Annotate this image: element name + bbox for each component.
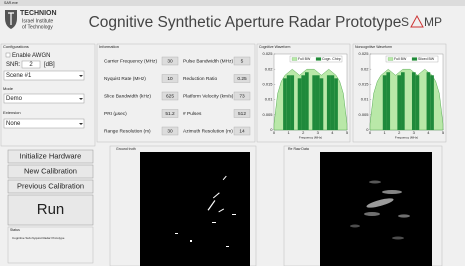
snr-unit: [dB] [44, 62, 55, 68]
band-bar [383, 75, 387, 130]
dropdown-value[interactable]: None [6, 121, 21, 127]
band-bar [331, 75, 335, 130]
button-label[interactable]: Run [37, 201, 65, 218]
band-bar [287, 75, 291, 130]
field-label: Range Resolution (m) [104, 128, 151, 134]
y-tick-label: 0.025 [358, 51, 369, 56]
button-label[interactable]: Initialize Hardware [20, 151, 82, 160]
y-tick-label: 0.01 [361, 97, 370, 102]
window-title: SAR.exe [4, 1, 18, 5]
band-bar [327, 75, 331, 130]
image-label: Re Raw Data [288, 147, 309, 151]
samp-logo: S [401, 15, 409, 29]
field-label: Slice Bandwidth (kHz) [104, 93, 151, 99]
dropdown-value[interactable]: Demo [6, 96, 23, 102]
band-bar [386, 72, 390, 130]
app-window: SAR.exe TECHNION Israel Institute of Tec… [0, 0, 465, 266]
band-bar [316, 75, 320, 130]
awgn-checkbox[interactable] [6, 53, 10, 57]
band-bar [430, 75, 434, 130]
field-value: 14 [239, 128, 245, 134]
field-value: 30 [167, 128, 173, 134]
logo-name: TECHNION [20, 10, 57, 17]
dropdown-value[interactable]: Scene #1 [6, 73, 32, 79]
checkbox-label[interactable]: Enable AWGN [12, 53, 50, 59]
field-label: Carrier Frequency (MHz) [104, 58, 157, 64]
field-label: Reduction Ratio [183, 76, 217, 82]
x-axis-label: Frequency (MHz) [395, 135, 418, 139]
band-bar [427, 72, 431, 130]
field-value: 73 [239, 93, 245, 99]
field-value: 5 [241, 58, 244, 64]
field-value: 512 [238, 111, 246, 117]
group-label: Extension [3, 110, 21, 115]
field-label: PRI (µsec) [104, 111, 127, 117]
band-bar [412, 72, 416, 130]
legend-swatch [316, 58, 321, 61]
status-panel [8, 227, 93, 263]
field-label: Platform Velocity (km/s) [183, 93, 234, 99]
group-label: Mode [3, 86, 14, 91]
band-bar [305, 72, 309, 130]
chart-title: Cognitive Waveform [259, 45, 290, 49]
field-value: 0.25 [237, 76, 247, 82]
y-tick-label: 0.02 [265, 66, 274, 71]
y-tick-label: 0.015 [262, 81, 273, 86]
band-bar [290, 75, 294, 130]
button-label[interactable]: New Calibration [24, 166, 77, 175]
field-label: Azimuth Resolution (m) [183, 128, 233, 134]
band-bar [401, 72, 405, 130]
y-tick-label: 0.01 [265, 97, 274, 102]
legend-swatch [388, 58, 393, 61]
band-bar [312, 75, 316, 130]
group-label: Configurations [3, 44, 29, 49]
legend-swatch [412, 58, 417, 61]
band-bar [283, 78, 287, 130]
legend-label: Full BW [394, 57, 407, 61]
field-label: # Pulses [183, 111, 202, 117]
legend-label: Sliced BW [418, 57, 435, 61]
band-bar [301, 75, 305, 130]
logo-line: of Technology [22, 24, 53, 30]
status-text: Cognitive Sub-Nyquist Radar Prototype [12, 236, 65, 240]
ground-truth-image [140, 152, 250, 266]
status-label: Status [10, 228, 20, 232]
chart-title: Noncognitive Waveform [355, 45, 392, 49]
y-tick-label: 0.02 [361, 66, 370, 71]
field-value: 625 [166, 93, 174, 99]
snr-label: SNR: [6, 62, 21, 68]
field-value: 51.2 [165, 111, 175, 117]
app-title: Cognitive Synthetic Aperture Radar Proto… [89, 14, 402, 31]
raw-data-image [320, 152, 432, 266]
page: SAR.exe TECHNION Israel Institute of Tec… [0, 0, 465, 266]
field-value: 10 [167, 76, 173, 82]
band-bar [397, 75, 401, 130]
title-bar [0, 0, 465, 6]
field-label: Nyquist Rate (MHz) [104, 76, 146, 82]
band-bar [298, 78, 302, 130]
x-axis-label: Frequency (MHz) [299, 135, 322, 139]
band-bar [416, 75, 420, 130]
y-tick-label: 0.015 [358, 81, 369, 86]
samp-logo: MP [424, 15, 442, 29]
group-label: Information [99, 44, 119, 49]
y-tick-label: 0.005 [262, 112, 273, 117]
y-tick-label: 0.025 [262, 51, 273, 56]
image-label: Ground truth [116, 147, 136, 151]
legend-label: Full BW [298, 57, 311, 61]
field-label: Pulse Bandwidth (MHz) [183, 58, 234, 64]
band-bar [334, 78, 338, 130]
button-label[interactable]: Previous Calibration [17, 181, 84, 190]
legend-label: Cogn. Chirp [322, 57, 341, 61]
band-bar [320, 78, 324, 130]
legend-swatch [292, 58, 297, 61]
y-tick-label: 0.005 [358, 112, 369, 117]
field-value: 30 [167, 58, 173, 64]
